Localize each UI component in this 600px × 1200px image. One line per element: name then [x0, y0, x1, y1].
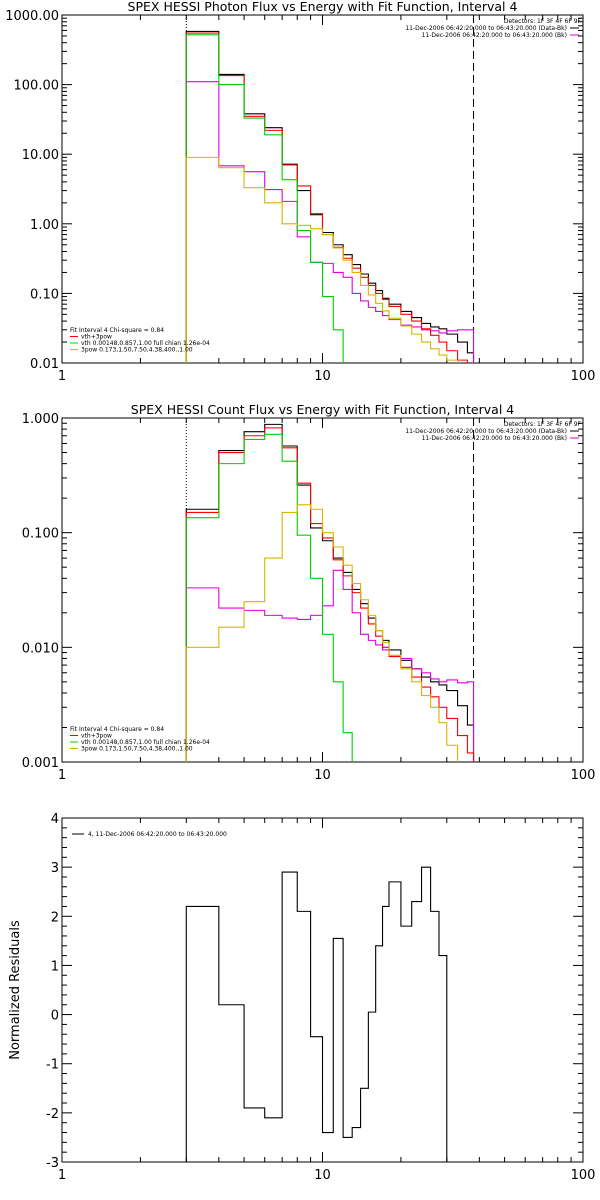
series-line-4: [185, 433, 353, 762]
y-tick-label: 0.10: [30, 287, 59, 302]
series-group: [185, 30, 475, 363]
x-tick-label: 1: [58, 768, 66, 783]
panel-2: SPEX HESSI Count Flux vs Energy with Fit…: [22, 402, 596, 783]
series-line-4: [185, 34, 344, 363]
x-tick-label: 100: [571, 369, 596, 384]
panel-1: SPEX HESSI Photon Flux vs Energy with Fi…: [5, 0, 595, 384]
series-line-1: [185, 30, 475, 363]
y-tick-label: 3: [51, 861, 59, 876]
legend-entry: Detectors: 1F 3F 4F 6F 9F: [504, 421, 582, 428]
y-tick-label: 1.000: [22, 412, 59, 427]
x-tick-label: 1: [58, 369, 66, 384]
y-axis-label: Normalized Residuals: [8, 920, 23, 1060]
y-tick-label: 0.01: [30, 357, 59, 372]
x-axis: 1 10 100: [58, 818, 596, 1183]
fit-info: Fit Interval 4 Chi-square = 0.84vth+3pow…: [70, 726, 210, 753]
y-tick-label: 10.00: [22, 148, 59, 163]
y-tick-label: -3: [46, 1156, 59, 1171]
y-tick-label: 0.100: [22, 527, 59, 542]
plot-frame: [61, 14, 584, 364]
y-tick-label: 1: [51, 959, 59, 974]
y-axis: 0.001 0.010 0.100 1.000: [22, 412, 583, 771]
legend-entry: 11-Dec-2006 06:42:20.000 to 06:43:20.000…: [422, 435, 567, 442]
fit-info-line: 3pow 0.173,1.50,7.50,4.38,400.,1.00: [81, 347, 193, 354]
series-line-1: [185, 423, 475, 762]
y-axis: -3 -2 -1 0 1 2 3 4: [46, 812, 583, 1171]
legend: 4, 11-Dec-2006 06:42:20.000 to 06:43:20.…: [72, 831, 227, 838]
fit-info-line: 3pow 0.173,1.50,7.50,4.38,400.,1.00: [81, 746, 193, 753]
series-line-2: [185, 81, 475, 363]
fit-info-line: Fit Interval 4 Chi-square = 0.84: [70, 327, 164, 334]
series-line-3: [185, 32, 468, 363]
chart-title: SPEX HESSI Photon Flux vs Energy with Fi…: [128, 0, 518, 14]
fit-info-line: vth 0.00148,0.857,1.00 full chian 1.26e-…: [81, 340, 210, 347]
series-group: [185, 866, 448, 1162]
x-tick-label: 10: [314, 1168, 331, 1183]
y-tick-label: 1.00: [30, 218, 59, 233]
y-tick-label: 1000.00: [5, 9, 59, 24]
y-tick-label: 0: [51, 1009, 59, 1024]
series-line-2: [185, 569, 475, 762]
legend-entry: 11-Dec-2006 06:42:20.000 to 06:43:20.000…: [405, 428, 567, 435]
y-tick-label: 0.010: [22, 641, 59, 656]
series-group: [185, 423, 475, 762]
legend-entry: 11-Dec-2006 06:42:20.000 to 06:43:20.000…: [405, 25, 567, 32]
y-tick-label: 2: [51, 910, 59, 925]
x-tick-label: 10: [314, 768, 331, 783]
fit-info-line: vth+3pow: [81, 733, 112, 740]
x-tick-label: 1: [58, 1168, 66, 1183]
series-line-5: [185, 504, 459, 762]
y-tick-label: -2: [46, 1107, 59, 1122]
fit-info-line: vth 0.00148,0.857,1.00 full chian 1.26e-…: [81, 739, 210, 746]
y-tick-label: -1: [46, 1058, 59, 1073]
legend-entry: 11-Dec-2006 06:42:20.000 to 06:43:20.000…: [422, 32, 567, 39]
legend-entry: Detectors: 1F 3F 4F 6F 9F: [504, 18, 582, 25]
panel-3: 1 10 100 -3 -2 -1 0 1 2 3 4 Normalized Residuals 4, …: [8, 812, 595, 1183]
fit-info-line: Fit Interval 4 Chi-square = 0.84: [70, 726, 164, 733]
fit-info: Fit Interval 4 Chi-square = 0.84vth+3pow…: [70, 327, 210, 354]
y-axis: 0.01 0.10 1.00 10.00 100.00 1000.00: [5, 9, 583, 372]
y-tick-label: 100.00: [14, 79, 60, 94]
x-tick-label: 100: [571, 768, 596, 783]
x-tick-label: 10: [314, 369, 331, 384]
series-line-1: [185, 866, 448, 1162]
series-line-5: [185, 156, 459, 363]
series-line-3: [185, 427, 475, 762]
chart-title: SPEX HESSI Count Flux vs Energy with Fit…: [131, 402, 514, 417]
legend-entry: 4, 11-Dec-2006 06:42:20.000 to 06:43:20.…: [88, 831, 227, 838]
x-tick-label: 100: [571, 1168, 596, 1183]
y-tick-label: 0.001: [22, 756, 59, 771]
fit-info-line: vth+3pow: [81, 334, 112, 341]
y-tick-label: 4: [51, 812, 59, 827]
